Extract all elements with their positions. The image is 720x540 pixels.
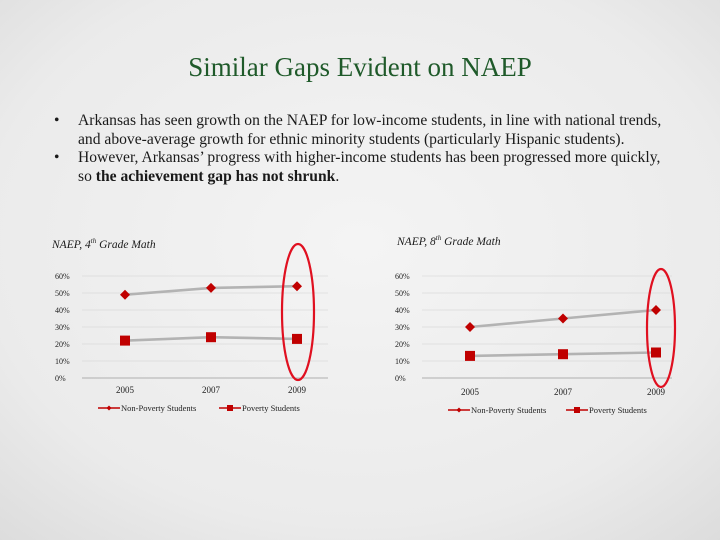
x-tick-label: 2009 xyxy=(647,387,666,397)
y-tick-label: 0% xyxy=(55,374,66,383)
data-point-square xyxy=(206,332,216,343)
highlight-ellipse xyxy=(645,267,677,389)
y-tick-label: 60% xyxy=(395,272,410,281)
legend-marker-diamond xyxy=(456,407,462,413)
chart-title-suffix: Grade Math xyxy=(441,235,501,248)
y-tick-label: 20% xyxy=(55,340,70,349)
legend-marker-square xyxy=(227,405,233,411)
y-tick-label: 40% xyxy=(395,306,410,315)
chart-title-prefix: NAEP, 4 xyxy=(52,238,91,251)
bullet-emphasis: the achievement gap has not shrunk xyxy=(95,167,336,185)
chart-title-grade8: NAEP, 8th Grade Math xyxy=(397,234,501,248)
legend-label: Non-Poverty Students xyxy=(471,405,546,415)
chart-title-suffix: Grade Math xyxy=(96,238,156,251)
data-point-square xyxy=(558,349,568,360)
x-tick-label: 2007 xyxy=(202,385,221,395)
y-tick-label: 40% xyxy=(55,306,70,315)
x-tick-label: 2009 xyxy=(288,385,307,395)
y-tick-label: 60% xyxy=(55,272,70,281)
y-tick-label: 30% xyxy=(55,323,70,332)
data-point-square xyxy=(292,333,302,344)
highlight-ellipse xyxy=(280,242,316,382)
data-point-square xyxy=(465,350,475,361)
y-tick-label: 0% xyxy=(395,374,406,383)
bullet-list: • Arkansas has seen growth on the NAEP f… xyxy=(52,112,662,186)
data-point-diamond xyxy=(465,322,475,332)
data-point-square xyxy=(651,347,661,358)
bullet-item: • Arkansas has seen growth on the NAEP f… xyxy=(52,112,662,149)
data-point-diamond xyxy=(651,305,661,315)
data-point-diamond xyxy=(292,281,302,292)
chart-title-prefix: NAEP, 8 xyxy=(397,235,436,248)
bullet-text-end: . xyxy=(335,167,340,185)
data-point-diamond xyxy=(558,313,568,324)
chart-title-grade4: NAEP, 4th Grade Math xyxy=(52,237,156,251)
x-tick-label: 2005 xyxy=(116,385,135,395)
chart-title-sup: th xyxy=(435,234,442,242)
legend-marker-square xyxy=(574,407,580,413)
y-tick-label: 30% xyxy=(395,323,410,332)
legend-marker-diamond xyxy=(106,405,112,411)
y-tick-label: 20% xyxy=(395,340,410,349)
slide-title: Similar Gaps Evident on NAEP xyxy=(188,52,532,82)
x-tick-label: 2007 xyxy=(554,387,573,397)
data-point-diamond xyxy=(206,282,216,293)
legend-label: Non-Poverty Students xyxy=(121,403,196,413)
data-point-diamond xyxy=(120,289,130,300)
bullet-marker: • xyxy=(54,112,60,129)
y-tick-label: 50% xyxy=(395,289,410,298)
chart-title-sup: th xyxy=(90,237,97,245)
legend-label: Poverty Students xyxy=(242,403,300,413)
y-tick-label: 10% xyxy=(395,357,410,366)
x-tick-label: 2005 xyxy=(461,387,480,397)
bullet-marker: • xyxy=(54,149,60,167)
legend-label: Poverty Students xyxy=(589,405,647,415)
data-point-square xyxy=(120,335,130,346)
bullet-text: However, Arkansas’ progress with higher-… xyxy=(78,149,661,185)
bullet-text: Arkansas has seen growth on the NAEP for… xyxy=(78,112,662,148)
bullet-item: • However, Arkansas’ progress with highe… xyxy=(52,149,662,186)
y-tick-label: 50% xyxy=(55,289,70,298)
y-tick-label: 10% xyxy=(55,357,70,366)
